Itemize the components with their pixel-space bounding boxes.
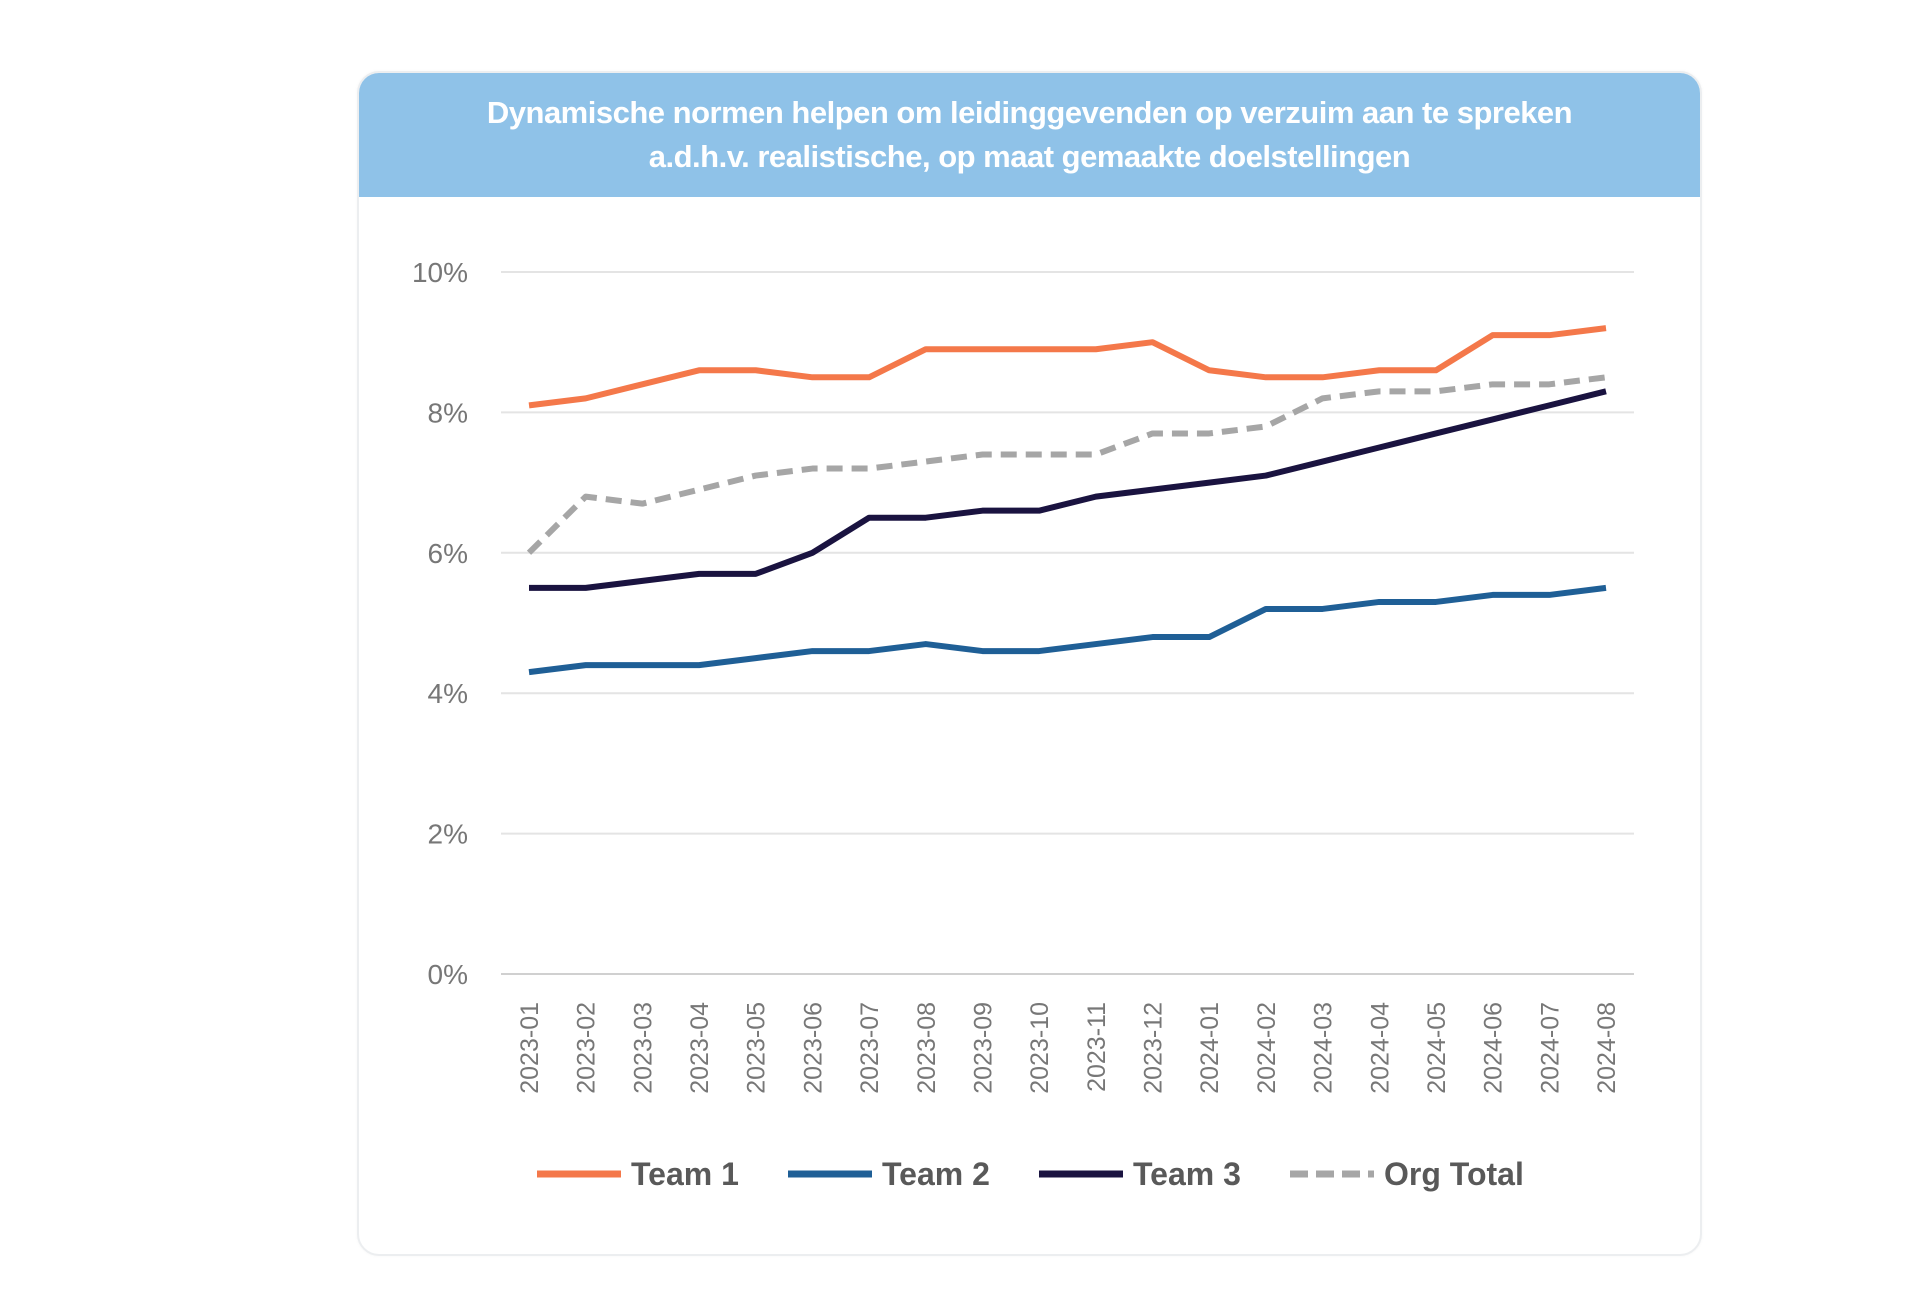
legend-item: Org Total bbox=[1290, 1156, 1524, 1192]
x-tick-label: 2023-05 bbox=[743, 1002, 771, 1094]
x-tick-label: 2023-01 bbox=[516, 1002, 544, 1094]
title-line-2: a.d.h.v. realistische, op maat gemaakte … bbox=[648, 139, 1411, 174]
title-line-1: Dynamische normen helpen om leidinggeven… bbox=[486, 95, 1573, 130]
y-tick-label: 6% bbox=[428, 538, 468, 569]
x-tick-label: 2024-07 bbox=[1536, 1002, 1564, 1094]
x-tick-label: 2024-05 bbox=[1423, 1002, 1451, 1094]
x-tick-label: 2024-03 bbox=[1310, 1002, 1338, 1094]
x-tick-label: 2023-12 bbox=[1140, 1002, 1168, 1094]
series-line-team-3 bbox=[529, 388, 1607, 591]
legend-label: Org Total bbox=[1384, 1156, 1524, 1192]
y-tick-label: 8% bbox=[428, 397, 468, 428]
x-tick-label: 2024-01 bbox=[1196, 1002, 1224, 1094]
x-tick-label: 2023-09 bbox=[969, 1002, 997, 1094]
legend-label: Team 1 bbox=[631, 1156, 739, 1192]
x-tick-label: 2023-06 bbox=[799, 1002, 827, 1094]
series-line-org-total bbox=[526, 374, 1607, 555]
x-tick-label: 2023-02 bbox=[573, 1002, 601, 1094]
legend-item: Team 1 bbox=[537, 1156, 739, 1192]
y-tick-label: 0% bbox=[428, 959, 468, 990]
series-line-team-2 bbox=[528, 584, 1607, 676]
x-tick-label: 2024-02 bbox=[1253, 1002, 1281, 1094]
x-tick-label: 2023-07 bbox=[856, 1002, 884, 1094]
x-tick-label: 2023-10 bbox=[1026, 1002, 1054, 1094]
x-tick-label: 2023-11 bbox=[1083, 1002, 1111, 1092]
chart-title: Dynamische normen helpen om leidinggeven… bbox=[359, 73, 1700, 197]
x-tick-label: 2024-04 bbox=[1366, 1002, 1394, 1094]
legend-label: Team 2 bbox=[882, 1156, 990, 1192]
x-tick-label: 2023-08 bbox=[913, 1002, 941, 1094]
legend-label: Team 3 bbox=[1133, 1156, 1241, 1192]
legend-item: Team 2 bbox=[788, 1156, 990, 1192]
x-tick-label: 2023-03 bbox=[629, 1002, 657, 1094]
y-tick-label: 10% bbox=[412, 257, 468, 288]
x-tick-label: 2024-06 bbox=[1480, 1002, 1508, 1094]
x-tick-label: 2023-04 bbox=[686, 1002, 714, 1094]
y-tick-label: 2% bbox=[428, 819, 468, 850]
series-line-team-1 bbox=[528, 325, 1607, 409]
legend-item: Team 3 bbox=[1039, 1156, 1241, 1192]
x-tick-label: 2024-08 bbox=[1593, 1002, 1621, 1094]
y-tick-label: 4% bbox=[428, 678, 468, 709]
